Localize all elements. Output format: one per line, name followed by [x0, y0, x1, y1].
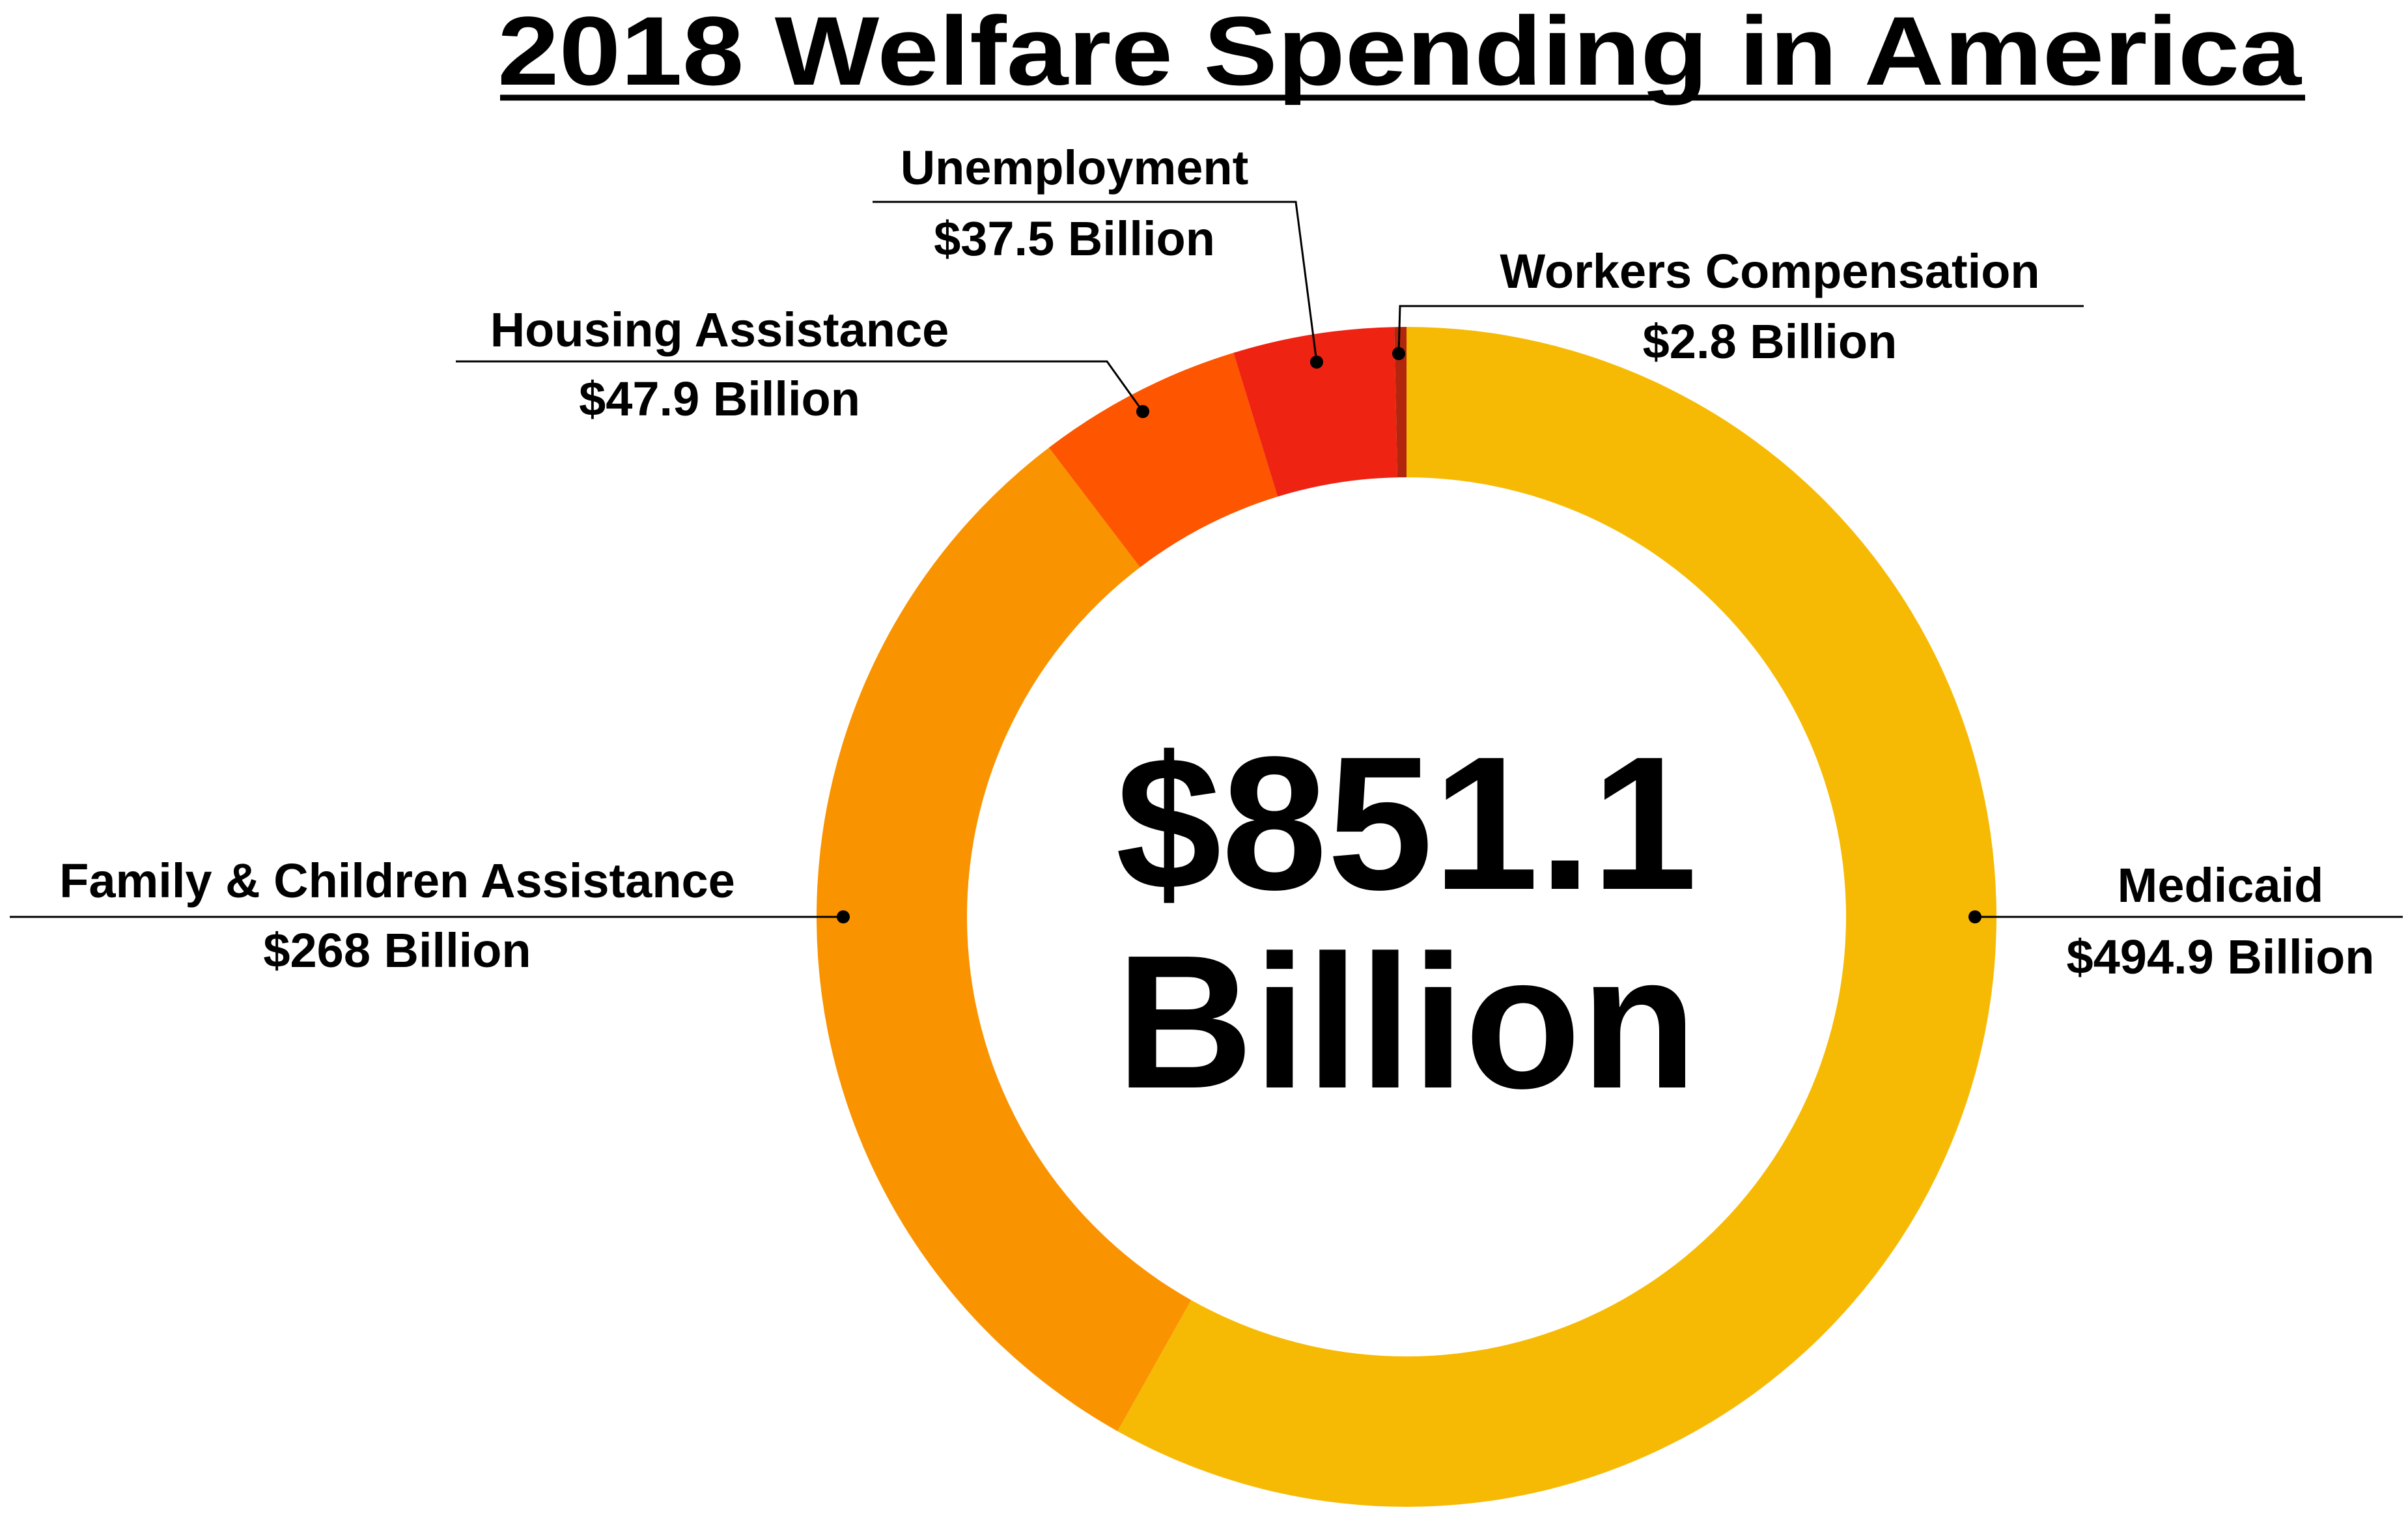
value-label-workers-compensation: $2.8 Billion: [1643, 315, 1897, 369]
value-label-unemployment: $37.5 Billion: [934, 212, 1215, 266]
label-unemployment: Unemployment: [901, 141, 1249, 195]
slice-labels: Medicaid $494.9 Billion Family & Children …: [59, 141, 2374, 984]
slice-medicaid: [1117, 327, 1997, 1507]
label-workers-compensation: Workers Compensation: [1500, 244, 2039, 298]
leader-dot-family-children-assistance: [837, 910, 850, 923]
value-label-medicaid: $494.9 Billion: [2067, 930, 2375, 984]
slice-workers-compensation: [1394, 327, 1407, 478]
label-medicaid: Medicaid: [2118, 858, 2324, 912]
slice-family-children-assistance: [817, 447, 1192, 1431]
label-family-children-assistance: Family & Children Assistance: [59, 854, 735, 908]
slice-housing-assistance: [1048, 352, 1278, 568]
leader-dot-medicaid: [1968, 910, 1981, 923]
value-label-housing-assistance: $47.9 Billion: [579, 372, 860, 426]
slice-unemployment: [1233, 327, 1398, 497]
donut-slices: [817, 327, 1997, 1507]
leader-dot-workers-compensation: [1392, 347, 1405, 360]
chart-title: 2018 Welfare Spending in America: [497, 0, 2303, 105]
leader-dot-unemployment: [1310, 356, 1323, 369]
leader-dot-housing-assistance: [1136, 405, 1149, 418]
leader-housing-assistance: [456, 360, 1144, 412]
total-value: $851.1: [1115, 717, 1697, 929]
leader-unemployment: [873, 201, 1318, 363]
total-unit: Billion: [1116, 916, 1697, 1128]
leader-workers-compensation: [1397, 305, 2084, 354]
label-housing-assistance: Housing Assistance: [490, 303, 949, 357]
value-label-family-children-assistance: $268 Billion: [263, 923, 531, 977]
label-leaders: [10, 201, 2403, 923]
